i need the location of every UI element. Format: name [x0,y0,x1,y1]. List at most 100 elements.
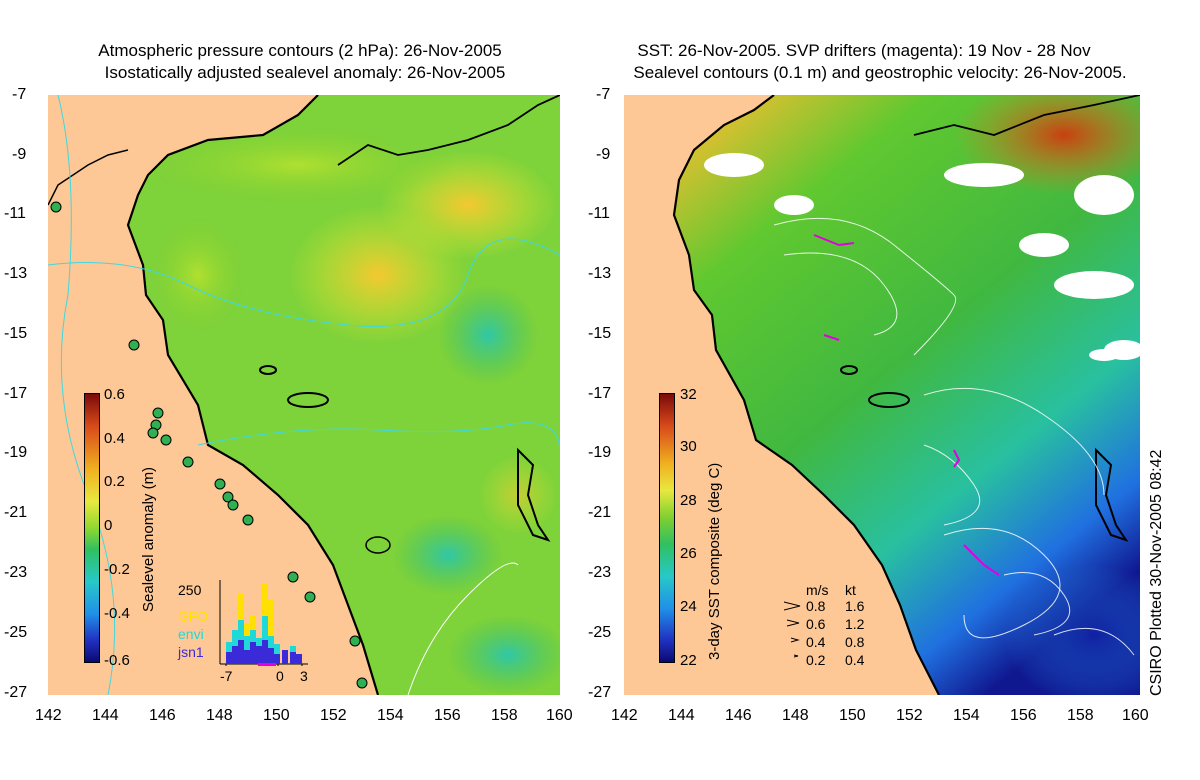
right-png-coast [913,94,1141,136]
right-colorbar-label: 3-day SST composite (deg C) [706,462,723,660]
left-new-caledonia [517,447,551,542]
left-lon-tick: 142 [35,707,62,724]
right-cb-tick-2: 28 [680,492,697,509]
velocity-header-ms: m/s [806,582,829,598]
left-lon-tick: 146 [149,707,176,724]
left-cb-tick-3: 0 [104,517,113,534]
right-lat-tick: -7 [596,86,611,103]
left-lat-tick: -15 [4,325,28,342]
left-lat-tick: -21 [4,504,28,521]
left-title-line1: Atmospheric pressure contours (2 hPa): 2… [98,41,502,60]
right-title-line1: SST: 26-Nov-2005. SVP drifters (magenta)… [637,41,1091,60]
inset-xtick-2: 3 [300,668,308,684]
right-lon-tick: 148 [782,707,809,724]
right-lon-tick: 158 [1067,707,1094,724]
left-anomaly-low-3 [448,615,568,695]
velocity-row-3-ms: 0.2 [806,652,826,668]
right-lat-tick: -25 [588,624,612,641]
left-cb-tick-5: -0.4 [104,605,130,622]
left-lon-tick: 150 [263,707,290,724]
right-lat-tick: -19 [588,444,612,461]
right-lon-tick: 152 [896,707,923,724]
inset-legend-gfo: GFO [178,608,209,624]
inset-bars [226,584,302,664]
right-map [624,75,1184,705]
left-lon-tick: 154 [377,707,404,724]
right-sst-cool [1004,565,1184,705]
right-cb-tick-1: 30 [680,438,697,455]
velocity-header-kt: kt [845,582,856,598]
velocity-row-3-kt: 0.4 [845,652,865,668]
right-sealevel-contours [773,217,1135,656]
left-lon-tick: 158 [491,707,518,724]
left-pressure-contour-2 [197,422,561,451]
velocity-arrow-icons [783,601,801,658]
right-australia-land [624,95,939,695]
left-cb-tick-6: -0.6 [104,652,130,669]
left-reef-1 [259,365,277,375]
left-lon-tick: 160 [546,707,573,724]
left-lat-tick: -25 [4,624,28,641]
left-lat-tick: -7 [12,86,27,103]
right-lat-tick: -15 [588,325,612,342]
right-title-line2: Sealevel contours (0.1 m) and geostrophi… [633,63,1127,82]
left-colorbar-label: Sealevel anomaly (m) [140,466,157,612]
velocity-row-1-kt: 1.2 [845,616,865,632]
left-anomaly-low-1 [438,285,538,385]
velocity-row-0-kt: 1.6 [845,598,865,614]
right-lat-tick: -17 [588,385,612,402]
inset-ymax-label: 250 [178,582,202,598]
left-cb-tick-1: 0.4 [104,430,125,447]
left-lat-tick: -11 [4,205,26,222]
left-cb-tick-2: 0.2 [104,473,125,490]
left-map-svg [47,94,568,696]
right-lon-tick: 156 [1010,707,1037,724]
right-map-svg [624,75,1184,705]
left-pressure-contour-1 [47,238,561,327]
velocity-row-2-kt: 0.8 [845,634,865,650]
inset-histogram [218,580,308,668]
plot-credit: CSIRO Plotted 30-Nov-2005 08:42 [1148,449,1165,696]
left-coast-north [47,149,129,206]
inset-legend-jsn1: jsn1 [178,644,204,660]
right-reef-2 [868,392,910,408]
right-lat-tick: -21 [588,504,612,521]
left-lat-tick: -17 [4,385,28,402]
right-cb-tick-3: 26 [680,545,697,562]
velocity-row-2-ms: 0.4 [806,634,826,650]
left-lat-tick: -19 [4,444,28,461]
left-lat-tick: -13 [4,265,28,282]
right-cloud-mask [704,153,1144,361]
left-title-line2: Isostatically adjusted sealevel anomaly:… [104,63,506,82]
left-anomaly-low-2 [393,515,503,595]
right-drifter-tracks [813,234,1000,576]
right-lon-tick: 154 [953,707,980,724]
right-coastline [672,94,940,696]
left-reef-2 [287,392,329,408]
right-lat-tick: -11 [588,205,610,222]
right-lat-tick: -9 [596,146,611,163]
right-cb-tick-4: 24 [680,598,697,615]
right-lon-tick: 160 [1122,707,1149,724]
left-cb-tick-4: -0.2 [104,561,130,578]
left-reef-3 [365,536,391,554]
right-lon-tick: 142 [611,707,638,724]
right-lat-tick: -27 [588,684,612,701]
left-pressure-contour-3 [57,94,116,696]
left-land-edge [48,95,56,225]
inset-xtick-0: -7 [220,668,233,684]
left-pressure-contour-4 [407,562,519,696]
right-reef-1 [840,365,858,375]
velocity-row-0-ms: 0.8 [806,598,826,614]
inset-legend-envi: envi [178,626,204,642]
right-lon-tick: 150 [839,707,866,724]
left-lon-tick: 148 [206,707,233,724]
right-lon-tick: 146 [725,707,752,724]
left-cb-tick-0: 0.6 [104,386,125,403]
left-anomaly-mid [138,125,458,205]
left-tide-gauges [50,201,368,689]
left-lat-tick: -9 [12,146,27,163]
left-lat-tick: -23 [4,564,28,581]
velocity-row-1-ms: 0.6 [806,616,826,632]
right-lat-tick: -13 [588,265,612,282]
